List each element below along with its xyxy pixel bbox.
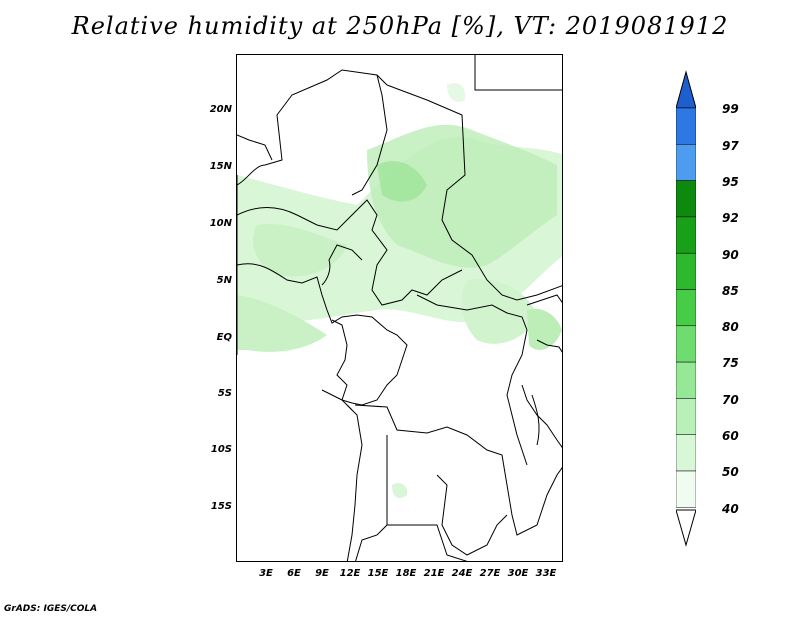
colorbar-segment [676,144,696,181]
lat-label-10n: 10N [209,218,232,229]
colorbar-lower-arrow [676,509,696,547]
country-borders [237,55,562,561]
colorbar-label-85: 85 [722,284,739,298]
colorbar-label-50: 50 [722,465,739,479]
lon-label-6e: 6E [287,568,301,579]
colorbar-segment [676,107,696,145]
colorbar-label-92: 92 [722,211,739,225]
colorbar-label-97: 97 [722,139,739,153]
colorbar-segment [676,398,696,435]
lon-label-18e: 18E [395,568,417,579]
colorbar-segment [676,289,696,327]
colorbar-label-40: 40 [722,502,739,516]
lon-label-15e: 15E [367,568,389,579]
colorbar-segment [676,216,696,254]
colorbar-label-75: 75 [722,356,739,370]
map-canvas [237,55,562,561]
grads-credit: GrADS: IGES/COLA [4,604,98,614]
colorbar-label-80: 80 [722,320,739,334]
colorbar-segment [676,180,696,218]
lat-label-15s: 15S [210,501,232,512]
lon-label-9e: 9E [315,568,329,579]
lon-label-21e: 21E [423,568,445,579]
humidity-shading [237,83,562,499]
colorbar-upper-arrow [676,70,696,109]
colorbar-label-90: 90 [722,248,739,262]
lon-label-30e: 30E [507,568,529,579]
colorbar-label-70: 70 [722,393,739,407]
lon-label-27e: 27E [479,568,501,579]
lat-label-15n: 15N [209,161,232,172]
lat-label-eq: EQ [216,332,232,343]
map-panel [236,54,563,562]
colorbar-label-99: 99 [722,102,739,116]
lon-label-3e: 3E [259,568,273,579]
colorbar-segment [676,434,696,472]
colorbar [676,70,696,547]
lat-label-5n: 5N [216,275,232,286]
colorbar-segment [676,252,696,290]
colorbar-segment [676,470,696,508]
lat-label-10s: 10S [210,444,232,455]
map-title: Relative humidity at 250hPa [%], VT: 201… [71,12,729,40]
lat-label-20n: 20N [209,104,232,115]
lat-label-5s: 5S [217,388,232,399]
colorbar-segment [676,361,696,399]
colorbar-label-95: 95 [722,175,739,189]
lon-label-24e: 24E [451,568,473,579]
lon-label-12e: 12E [339,568,361,579]
lon-label-33e: 33E [535,568,557,579]
colorbar-label-60: 60 [722,429,739,443]
colorbar-segment [676,325,696,363]
